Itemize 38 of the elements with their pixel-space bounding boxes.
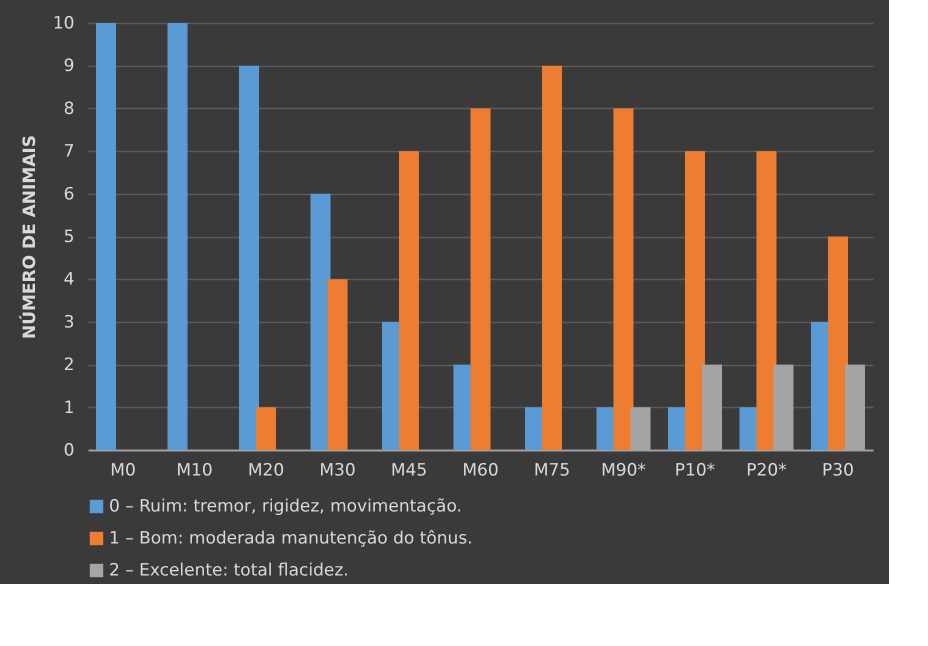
x-tick-label: M30: [319, 460, 356, 480]
bar: [470, 108, 490, 450]
y-tick-label: 10: [52, 14, 74, 34]
y-tick-label: 9: [64, 56, 74, 76]
y-tick-label: 1: [64, 398, 74, 418]
bar: [256, 407, 276, 450]
y-tick-label: 5: [64, 227, 74, 247]
x-tick-label: M45: [390, 460, 428, 480]
bar: [828, 236, 848, 450]
y-tick-label: 7: [64, 142, 74, 162]
y-tick-label: 8: [64, 98, 74, 119]
y-tick-label: 6: [64, 184, 74, 204]
bar: [168, 23, 188, 450]
y-axis-title: NÚMERO DE ANIMAIS: [18, 134, 40, 340]
x-tick-label: M10: [176, 460, 213, 480]
x-tick-label: M20: [248, 460, 284, 480]
bar: [96, 23, 116, 450]
bar: [239, 66, 260, 450]
bar: [613, 108, 634, 450]
bar: [328, 279, 348, 450]
x-tick-label: M90*: [601, 460, 646, 480]
y-tick-label: 3: [64, 312, 74, 332]
x-tick-label: M0: [110, 460, 136, 480]
x-tick-label: P30: [822, 460, 854, 480]
bar: [542, 66, 562, 450]
x-tick-label: M75: [534, 460, 570, 480]
y-tick-label: 4: [64, 270, 74, 290]
x-tick-label: P20*: [746, 460, 787, 480]
y-tick-label: 2: [64, 355, 74, 376]
y-tick-label: 0: [64, 440, 74, 460]
legend-label: 2 – Excelente: total flacidez.: [109, 560, 349, 580]
bar: [756, 151, 776, 450]
bar: [684, 151, 705, 450]
x-tick-label: P10*: [674, 460, 716, 480]
legend-label: 0 – Ruim: tremor, rigidez, movimentação.: [109, 496, 462, 516]
legend-label: 1 – Bom: moderada manutenção do tônus.: [109, 528, 473, 548]
bar: [399, 151, 420, 450]
x-tick-label: M60: [462, 460, 499, 480]
